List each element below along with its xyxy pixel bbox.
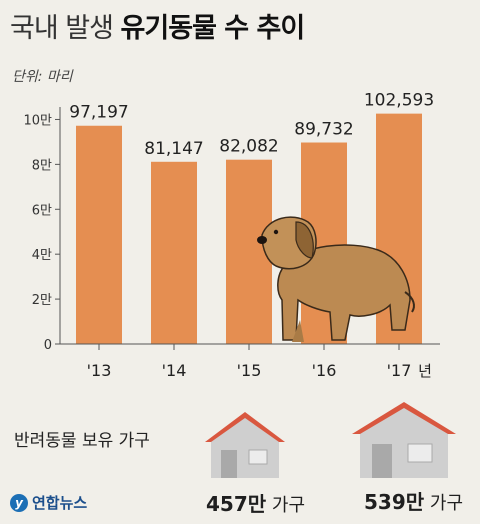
bar-0 [76,125,122,344]
unit-label: 단위: 마리 [12,69,73,85]
logo-mark-icon: y [10,493,28,512]
logo-text: 연합뉴스 [32,494,88,512]
category-label-0: '13 [87,361,112,380]
y-tick-label-1: 2만 [32,293,52,308]
title-bold: 유기동물 수 추이 [120,13,306,44]
y-tick-label-4: 8만 [32,158,52,173]
value-label-0: 97,197 [69,103,128,123]
household-value-1: 457만 가구 [206,488,305,517]
household-unit-2: 가구 [429,493,464,514]
category-label-4: '17 [387,361,412,380]
yonhap-logo: y 연합뉴스 [10,492,87,513]
title-light: 국내 발생 [10,13,114,44]
category-label-3: '16 [312,361,337,380]
household-value-2: 539만 가구 [364,486,463,515]
y-tick-label-5: 10만 [23,113,52,128]
category-label-2: '15 [237,361,262,380]
household-unit-1: 가구 [271,495,306,516]
x-suffix-label: 년 [418,362,432,380]
y-tick-label-2: 4만 [32,248,52,263]
household-number-2: 539만 [364,490,425,514]
category-label-1: '14 [162,361,187,380]
y-tick-label-3: 6만 [32,203,52,218]
household-label: 반려동물 보유 가구 [14,431,150,451]
household-number-1: 457만 [206,492,267,516]
bar-1 [151,161,197,344]
value-label-3: 89,732 [294,120,353,140]
house-icon-2 [352,402,456,478]
value-label-4: 102,593 [364,91,434,111]
house-icon-1 [205,412,285,478]
y-tick-label-0: 0 [44,338,52,353]
dog-illustration [257,216,415,342]
value-label-2: 82,082 [219,137,278,157]
chart-title: 국내 발생 유기동물 수 추이 [10,6,306,45]
value-label-1: 81,147 [144,139,203,159]
